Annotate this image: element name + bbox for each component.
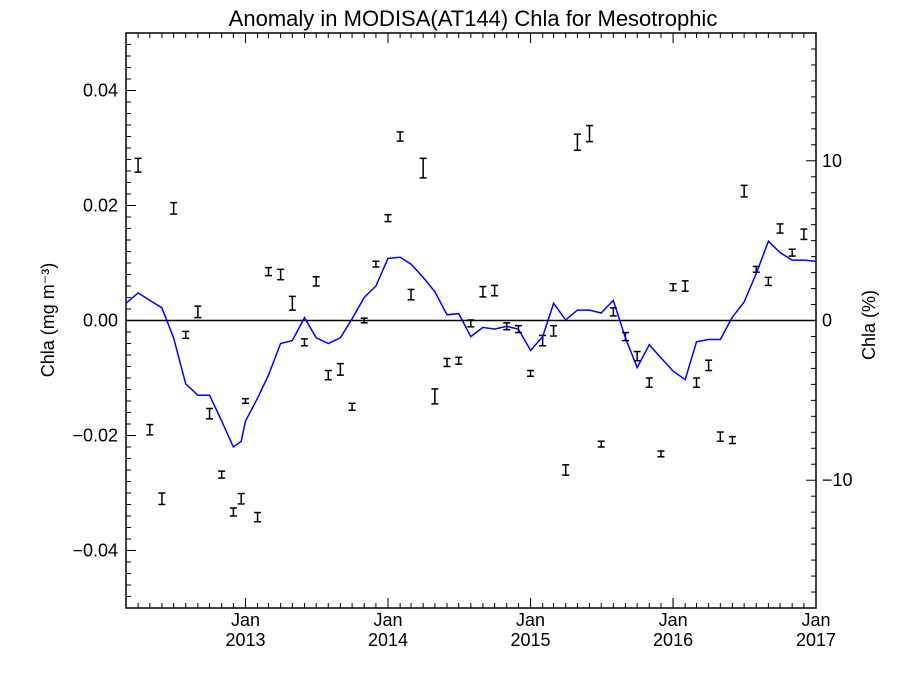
error-bar [550, 324, 558, 337]
error-bar [384, 213, 392, 223]
anomaly-line [125, 239, 817, 449]
y-tick-label: −0.02 [72, 426, 118, 446]
x-tick-label-month: Jan [231, 610, 260, 630]
error-bar [277, 268, 285, 281]
error-bar [146, 423, 154, 436]
y-tick-label: 0.04 [83, 81, 118, 101]
error-bar [431, 388, 439, 405]
error-bar [312, 276, 320, 287]
error-bar-series [134, 124, 808, 523]
y2-tick-label: −10 [822, 470, 853, 490]
error-bar [455, 356, 463, 365]
error-bar [396, 131, 404, 142]
right-y-axis: 10 0 −10 [806, 32, 853, 609]
error-bar [206, 407, 214, 420]
error-bar [265, 266, 273, 277]
y-tick-label: 0.02 [83, 196, 118, 216]
error-bar [134, 157, 142, 173]
error-bar [491, 284, 499, 297]
top-axis-ticks [125, 33, 805, 43]
error-bar [597, 440, 605, 448]
error-bar [573, 133, 581, 152]
error-bar [443, 357, 451, 368]
y-tick-label: 0.00 [83, 311, 118, 331]
error-bar [254, 511, 262, 523]
error-bar [586, 124, 594, 143]
y2-tick-label: 10 [822, 151, 842, 171]
error-bar [740, 184, 748, 198]
error-bar [288, 295, 296, 311]
y2-tick-label: 0 [822, 311, 832, 331]
left-y-axis: 0.04 0.02 0.00 −0.02 −0.04 [72, 32, 136, 609]
y-tick-label: −0.04 [72, 541, 118, 561]
error-bar [562, 464, 570, 476]
error-bar [669, 282, 677, 292]
error-bar [705, 359, 713, 372]
error-bar [419, 157, 427, 179]
x-tick-label-year: 2013 [225, 630, 265, 650]
error-bar [479, 285, 487, 298]
error-bar [645, 377, 653, 388]
error-bar [776, 223, 784, 234]
error-bar [348, 402, 356, 411]
error-bar [241, 397, 249, 405]
x-tick-label-year: 2015 [511, 630, 551, 650]
error-bar [336, 362, 344, 376]
x-tick-label-year: 2014 [368, 630, 408, 650]
error-bar [372, 260, 380, 268]
error-bar [237, 492, 245, 505]
error-bar [467, 319, 475, 328]
error-bar [693, 377, 701, 388]
error-bar [182, 330, 190, 340]
error-bar [527, 369, 535, 378]
x-tick-label-month: Jan [516, 610, 545, 630]
x-tick-label-month: Jan [801, 610, 830, 630]
error-bar [764, 276, 772, 287]
error-bar [229, 507, 237, 517]
error-bar [728, 435, 736, 445]
error-bar [218, 470, 226, 479]
y2-axis-label: Chla (%) [859, 290, 879, 360]
error-bar [170, 201, 178, 215]
x-tick-label-month: Jan [659, 610, 688, 630]
x-tick-label-year: 2017 [796, 630, 836, 650]
y-axis-label: Chla (mg m⁻³) [38, 263, 58, 378]
error-bar [716, 431, 724, 442]
x-tick-label-year: 2016 [653, 630, 693, 650]
chart-title: Anomaly in MODISA(AT144) Chla for Mesotr… [229, 6, 718, 31]
error-bar [788, 248, 796, 257]
error-bar [360, 317, 368, 324]
error-bar [158, 492, 166, 506]
error-bar [324, 369, 332, 381]
error-bar [800, 228, 808, 241]
error-bar [194, 305, 202, 319]
error-bar [681, 280, 689, 292]
x-tick-label-month: Jan [374, 610, 403, 630]
error-bar [407, 288, 415, 301]
error-bar [300, 338, 308, 347]
error-bar [657, 450, 665, 458]
